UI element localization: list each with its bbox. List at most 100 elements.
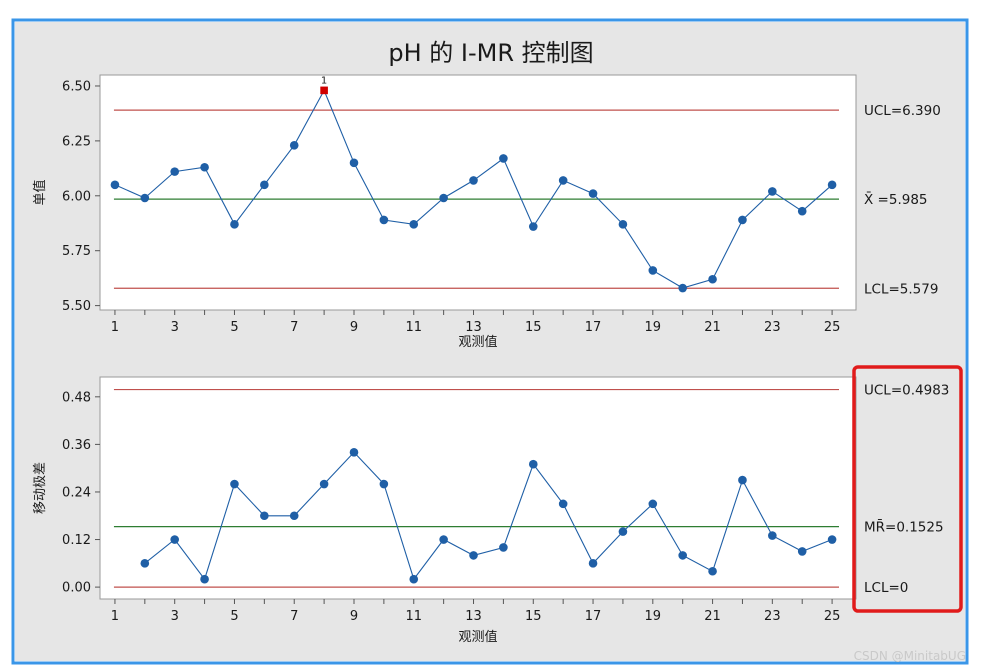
individual-chart: 5.505.756.006.256.501 3 5 7 9 11 13 15 17 19 21 23 2… xyxy=(32,74,941,350)
mr-xtick-label: 9 xyxy=(350,609,358,624)
mr-point xyxy=(439,535,448,544)
mr-point xyxy=(170,535,180,544)
individual-xtick-label: 5 xyxy=(230,320,238,335)
mr-ytick-label: 0.12 xyxy=(62,533,91,548)
mr-point xyxy=(708,566,717,576)
individual-xtick-label: 7 xyxy=(290,320,298,335)
mr-point xyxy=(738,475,747,485)
moving-range-plot-area xyxy=(99,376,857,600)
individual-xtick-label: 11 xyxy=(405,320,422,335)
individual-point xyxy=(349,158,359,168)
mr-point xyxy=(648,499,658,509)
individual-point xyxy=(797,206,807,216)
individual-point-flagged xyxy=(320,86,328,95)
individual-point xyxy=(618,220,628,229)
individual-y-axis-label: 单值 xyxy=(32,179,48,205)
watermark: CSDN @MinitabUG xyxy=(854,649,966,663)
individual-center-label: X̄ =5.985 xyxy=(864,191,928,208)
mr-xtick-label: 11 xyxy=(405,609,422,624)
individual-xtick-label: 17 xyxy=(585,320,602,335)
mr-point xyxy=(499,543,508,552)
mr-xtick-label: 13 xyxy=(465,609,482,624)
mr-ytick-label: 0.00 xyxy=(62,581,91,596)
individual-point xyxy=(289,140,299,150)
individual-point xyxy=(708,274,717,284)
mr-xtick-label: 21 xyxy=(704,609,721,624)
individual-plot-area xyxy=(99,74,857,311)
individual-point xyxy=(499,154,508,163)
mr-xtick-label: 5 xyxy=(230,609,238,624)
individual-ytick-label: 6.00 xyxy=(62,189,91,204)
mr-point xyxy=(469,551,478,560)
individual-ucl-label: UCL=6.390 xyxy=(864,103,941,119)
individual-xtick-label: 25 xyxy=(824,320,841,335)
individual-point xyxy=(260,180,269,190)
mr-point xyxy=(349,448,359,457)
individual-point xyxy=(230,220,239,229)
mr-ytick-label: 0.24 xyxy=(62,485,91,500)
individual-point xyxy=(469,176,478,185)
mr-point xyxy=(200,574,209,584)
mr-point xyxy=(588,559,598,568)
mr-point xyxy=(797,547,807,556)
mr-ytick-label: 0.36 xyxy=(62,438,91,453)
mr-x-axis-label: 观测值 xyxy=(458,629,497,645)
mr-point xyxy=(319,479,329,489)
individual-point xyxy=(588,189,598,198)
mr-point xyxy=(409,574,419,584)
mr-xtick-label: 23 xyxy=(764,609,781,624)
mr-point xyxy=(289,511,299,521)
mr-xtick-label: 17 xyxy=(585,609,602,624)
individual-point xyxy=(200,162,209,172)
individual-point xyxy=(409,220,419,229)
individual-xtick-label: 23 xyxy=(764,320,781,335)
mr-point xyxy=(618,527,628,536)
individual-point xyxy=(528,222,538,231)
mr-point xyxy=(230,479,239,489)
individual-ytick-label: 5.75 xyxy=(62,244,91,259)
individual-point xyxy=(768,187,777,196)
individual-point xyxy=(738,215,747,225)
individual-xtick-label: 13 xyxy=(465,320,482,335)
mr-point xyxy=(528,459,538,469)
individual-point xyxy=(558,176,568,185)
individual-xtick-label: 1 xyxy=(111,320,119,335)
individual-xtick-label: 19 xyxy=(645,320,662,335)
mr-ytick-label: 0.48 xyxy=(62,390,91,405)
mr-xtick-label: 3 xyxy=(171,609,179,624)
individual-point xyxy=(170,167,180,176)
mr-point xyxy=(140,559,150,568)
individual-flag-label: 1 xyxy=(321,75,327,86)
mr-point xyxy=(827,535,837,544)
individual-point xyxy=(439,193,448,203)
individual-xtick-label: 3 xyxy=(171,320,179,335)
mr-point xyxy=(558,499,568,509)
mr-xtick-label: 15 xyxy=(525,609,542,624)
individual-xtick-label: 9 xyxy=(350,320,358,335)
individual-xtick-label: 15 xyxy=(525,320,542,335)
individual-ytick-label: 5.50 xyxy=(62,299,91,314)
highlight-box xyxy=(852,365,963,613)
mr-xtick-label: 7 xyxy=(290,609,298,624)
mr-xtick-label: 19 xyxy=(645,609,662,624)
mr-series-line xyxy=(144,451,833,581)
mr-point xyxy=(379,479,389,489)
individual-xtick-label: 21 xyxy=(704,320,721,335)
mr-point xyxy=(260,511,269,521)
individual-x-axis-label: 观测值 xyxy=(458,334,497,350)
mr-lcl-label: LCL=0 xyxy=(864,580,908,596)
mr-point xyxy=(768,531,777,540)
individual-point xyxy=(379,215,389,225)
individual-ytick-label: 6.25 xyxy=(62,134,91,149)
individual-point xyxy=(648,266,658,275)
chart-title: pH 的 I-MR 控制图 xyxy=(388,39,593,67)
individual-ytick-label: 6.50 xyxy=(62,79,91,94)
mr-ucl-label: UCL=0.4983 xyxy=(864,383,949,399)
mr-center-label: MR̄=0.1525 xyxy=(864,518,944,535)
mr-point xyxy=(678,551,687,560)
mr-xtick-label: 25 xyxy=(824,609,841,624)
individual-point xyxy=(678,283,687,293)
individual-lcl-label: LCL=5.579 xyxy=(864,281,938,297)
individual-point xyxy=(140,193,150,203)
